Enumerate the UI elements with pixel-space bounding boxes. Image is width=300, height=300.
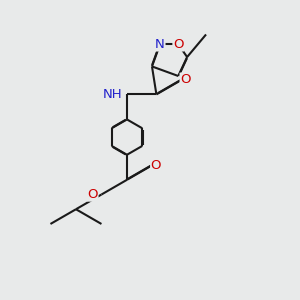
Text: N: N: [155, 38, 165, 51]
Text: O: O: [173, 38, 184, 51]
Text: O: O: [180, 73, 191, 86]
Text: O: O: [151, 159, 161, 172]
Text: NH: NH: [103, 88, 122, 101]
Text: O: O: [87, 188, 98, 201]
